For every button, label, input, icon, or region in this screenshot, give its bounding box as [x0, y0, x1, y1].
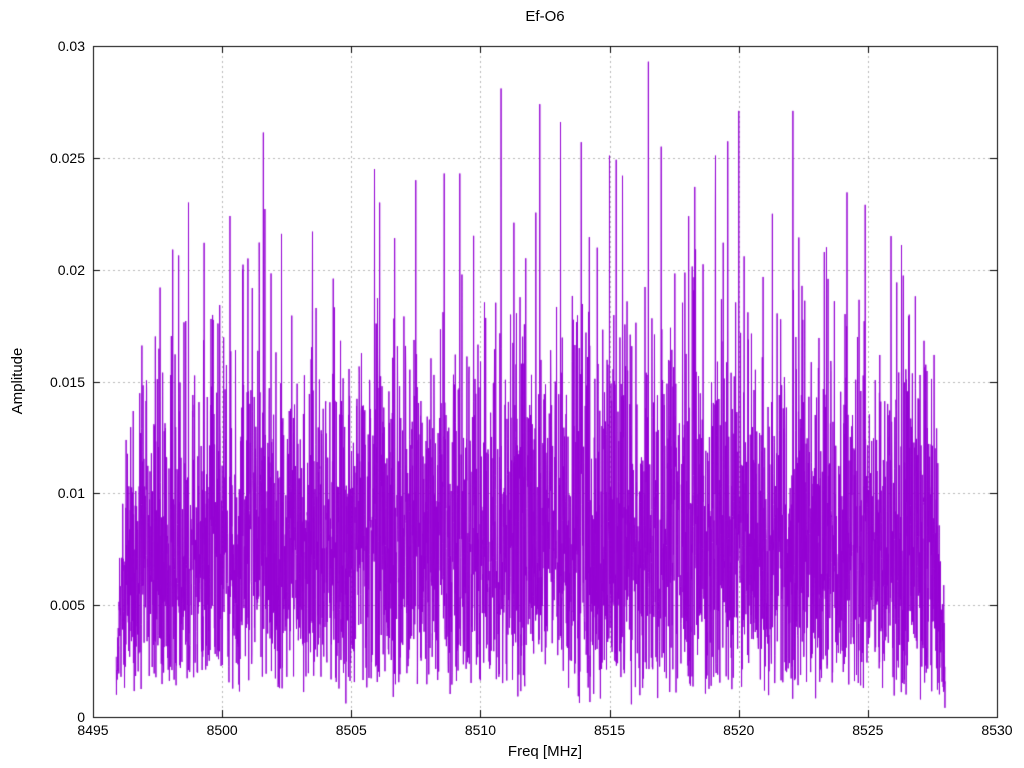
x-tick-label: 8520	[723, 722, 755, 738]
x-tick-label: 8525	[852, 722, 884, 738]
y-tick-label: 0.01	[57, 485, 85, 502]
x-tick-label: 8510	[464, 722, 496, 738]
y-tick-label: 0.02	[57, 261, 85, 278]
y-tick-label: 0.005	[49, 597, 85, 614]
x-axis-label: Freq [MHz]	[507, 743, 583, 760]
x-tick-label: 8495	[77, 722, 109, 738]
y-tick-label: 0.03	[57, 38, 85, 54]
x-tick-label: 8515	[593, 722, 626, 738]
x-tick-label: 8500	[206, 722, 238, 738]
y-tick-label: 0.015	[49, 373, 85, 390]
x-tick-label: 8505	[335, 722, 367, 738]
x-tick-label: 8530	[981, 722, 1013, 738]
y-tick-label: 0	[77, 709, 85, 725]
chart-title: Ef-O6	[525, 8, 565, 25]
y-tick-label: 0.025	[49, 149, 85, 166]
